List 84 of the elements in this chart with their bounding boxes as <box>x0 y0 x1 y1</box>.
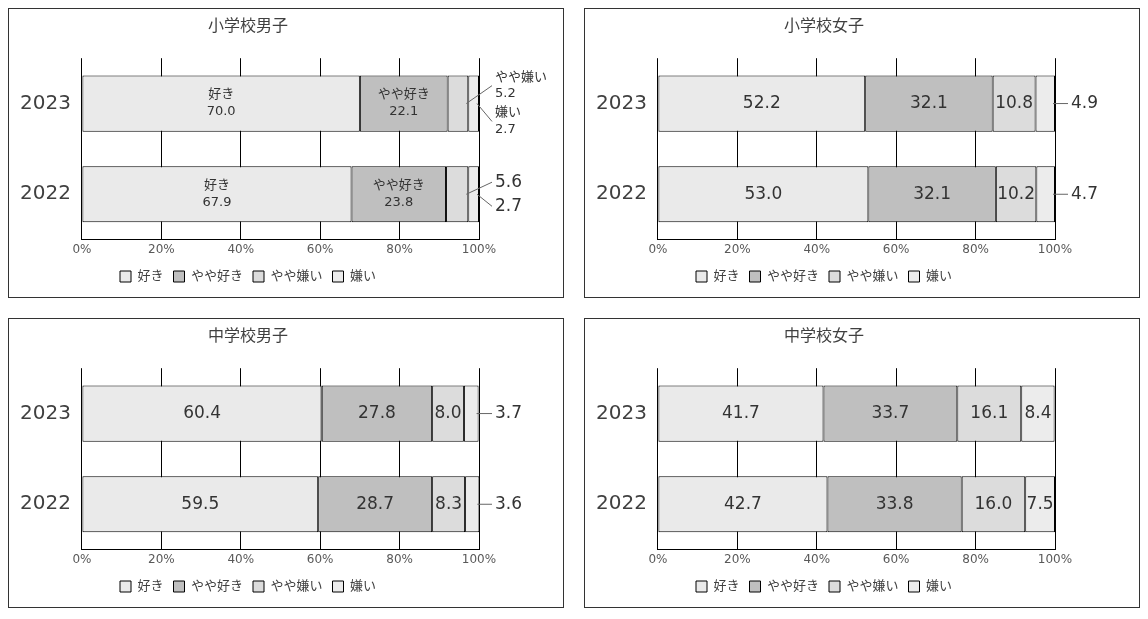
legend-label: やや嫌い <box>846 577 899 593</box>
chart-title: 小学校男子 <box>207 15 289 35</box>
x-tick-label: 100% <box>1037 551 1073 566</box>
data-label: 好き 70.0 <box>206 86 236 119</box>
data-label: 好き 67.9 <box>202 177 232 210</box>
legend-label: やや嫌い <box>270 267 323 283</box>
data-label: 41.7 <box>722 401 760 422</box>
data-label: 4.7 <box>1071 182 1099 203</box>
legend-label: 好き <box>137 267 164 283</box>
x-tick-label: 100% <box>1037 241 1073 256</box>
legend-label: 嫌い <box>926 267 953 283</box>
y-tick-label: 2022 <box>595 490 647 515</box>
data-label: 8.0 <box>434 401 462 422</box>
data-label: 52.2 <box>742 91 781 112</box>
x-tick-label: 80% <box>962 551 989 566</box>
legend-label: 好き <box>713 267 740 283</box>
data-label: 32.1 <box>913 182 952 203</box>
x-tick-label: 100% <box>461 551 497 566</box>
y-tick-label: 2022 <box>19 490 71 515</box>
data-label: 3.7 <box>495 401 523 422</box>
x-tick-label: 60% <box>882 241 910 256</box>
legend-label: 嫌い <box>350 577 377 593</box>
x-tick-label: 60% <box>882 551 910 566</box>
y-tick-label: 2023 <box>595 399 647 424</box>
data-label: 2.7 <box>495 194 523 215</box>
chart-title: 中学校男子 <box>207 325 289 345</box>
data-label: 16.1 <box>970 401 1009 422</box>
y-tick-label: 2022 <box>595 180 647 205</box>
data-label: 28.7 <box>356 492 395 513</box>
legend-label: やや好き <box>191 267 244 283</box>
x-tick-label: 80% <box>962 241 989 256</box>
x-tick-label: 0% <box>648 241 668 256</box>
data-label: 53.0 <box>744 182 783 203</box>
legend-label: 好き <box>713 577 740 593</box>
y-tick-label: 2023 <box>19 89 71 114</box>
data-label: 16.0 <box>974 492 1013 513</box>
y-tick-label: 2023 <box>595 89 647 114</box>
legend-label: やや好き <box>191 577 244 593</box>
x-tick-label: 20% <box>147 241 175 256</box>
x-tick-label: 20% <box>723 551 751 566</box>
x-tick-label: 40% <box>227 551 255 566</box>
data-label: 33.7 <box>871 401 910 422</box>
x-tick-label: 0% <box>72 241 92 256</box>
x-tick-label: 20% <box>147 551 175 566</box>
data-label: 嫌い 2.7 <box>495 104 522 137</box>
x-tick-label: 80% <box>386 241 413 256</box>
data-label: やや好き 22.1 <box>377 86 430 119</box>
data-label: 8.3 <box>435 492 463 513</box>
data-label: 10.2 <box>997 182 1036 203</box>
legend-label: やや好き <box>767 577 820 593</box>
x-tick-label: 80% <box>386 551 413 566</box>
x-tick-label: 100% <box>461 241 497 256</box>
data-label: 10.8 <box>995 91 1034 112</box>
data-label: 3.6 <box>495 492 523 513</box>
data-label: 8.4 <box>1024 401 1052 422</box>
chart-title: 小学校女子 <box>783 15 865 35</box>
data-label: 32.1 <box>909 91 948 112</box>
chart-title: 中学校女子 <box>783 325 865 345</box>
data-label: 33.8 <box>875 492 914 513</box>
x-tick-label: 40% <box>227 241 255 256</box>
data-label: 60.4 <box>183 401 221 422</box>
legend-label: 嫌い <box>926 577 953 593</box>
data-label: 5.6 <box>495 170 523 191</box>
legend-label: やや好き <box>767 267 820 283</box>
x-tick-label: 40% <box>803 241 831 256</box>
x-tick-label: 60% <box>306 551 334 566</box>
data-label: 42.7 <box>724 492 762 513</box>
x-tick-label: 60% <box>306 241 334 256</box>
legend-label: 嫌い <box>350 267 377 283</box>
y-tick-label: 2023 <box>19 399 71 424</box>
data-label: やや嫌い 5.2 <box>495 68 548 101</box>
data-label: やや好き 23.8 <box>372 177 425 210</box>
data-label: 4.9 <box>1071 91 1099 112</box>
data-label: 27.8 <box>358 401 396 422</box>
data-label: 59.5 <box>181 492 220 513</box>
x-tick-label: 40% <box>803 551 831 566</box>
x-tick-label: 0% <box>72 551 92 566</box>
data-label: 7.5 <box>1026 492 1054 513</box>
x-tick-label: 20% <box>723 241 751 256</box>
legend-label: やや嫌い <box>846 267 899 283</box>
x-tick-label: 0% <box>648 551 668 566</box>
y-tick-label: 2022 <box>19 180 71 205</box>
legend-label: やや嫌い <box>270 577 323 593</box>
legend-label: 好き <box>137 577 164 593</box>
